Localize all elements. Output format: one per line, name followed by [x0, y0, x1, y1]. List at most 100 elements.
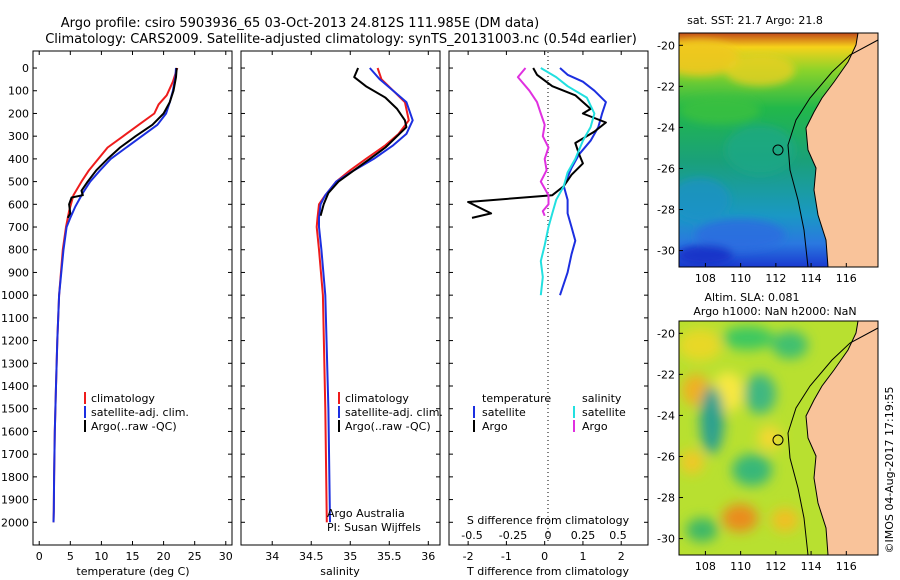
- argo-location-marker: [772, 144, 784, 156]
- temperature-series: [52, 67, 179, 523]
- temperature-panel: 0100200300400500600700800900100011001200…: [1, 50, 233, 578]
- difference-axes-frame: [448, 50, 649, 546]
- legend-label-satellite: satellite-adj. clim.: [91, 406, 189, 419]
- lon-tick-label: 110: [730, 560, 751, 573]
- sst-map: sat. SST: 21.7 Argo: 21.8 108 110 112 114 11…: [657, 14, 879, 285]
- y-tick-label: 1000: [1, 289, 29, 302]
- x-tick-label: 5: [67, 550, 74, 563]
- sst-map-title: sat. SST: 21.7 Argo: 21.8: [687, 14, 823, 27]
- series-line-salinity-satellite: [539, 67, 596, 296]
- s-tick: 0: [545, 529, 552, 542]
- isobath: [787, 39, 878, 267]
- lat-tick-label: -28: [657, 204, 675, 217]
- lat-tick-label: -22: [657, 80, 675, 93]
- land-mass: [806, 33, 878, 267]
- s-tick: 0.5: [609, 529, 627, 542]
- salinity-xlabel: salinity: [320, 565, 360, 578]
- x-tick-label: 35: [343, 550, 357, 563]
- lon-tick-label: 110: [730, 272, 751, 285]
- y-tick-label: 400: [8, 153, 29, 166]
- y-tick-label: 1900: [1, 494, 29, 507]
- s-difference-label: S difference from climatology: [467, 514, 630, 527]
- legend-label-climatology: climatology: [91, 392, 155, 405]
- annotation-pi: PI: Susan Wijffels: [327, 521, 421, 534]
- y-tick-label: 1800: [1, 471, 29, 484]
- x-tick-label: -1: [501, 550, 512, 563]
- land-mass: [806, 321, 878, 555]
- salinity-ticks: 34 34.5 35 35.5 36: [265, 51, 435, 563]
- legend-header-temperature: temperature: [482, 392, 551, 405]
- y-tick-label: 300: [8, 130, 29, 143]
- x-tick-label: 20: [157, 550, 171, 563]
- salinity-depth-ticks: [241, 67, 440, 523]
- sla-field: [679, 321, 878, 555]
- imos-credit: ©IMOS 04-Aug-2017 17:19:55: [883, 387, 896, 554]
- sla-lat-ticks: -20 -22 -24 -26 -28 -30: [657, 327, 683, 546]
- s-tick: -0.25: [499, 529, 527, 542]
- legend-header-salinity: salinity: [582, 392, 622, 405]
- sst-field: [679, 33, 878, 267]
- x-tick-label: -2: [463, 550, 474, 563]
- legend-label-climatology: climatology: [345, 392, 409, 405]
- legend-label-s-satellite: satellite: [582, 406, 626, 419]
- series-line-salinity-argo: [516, 67, 550, 217]
- y-tick-label: 1200: [1, 335, 29, 348]
- x-tick-label: 0: [36, 550, 43, 563]
- lat-tick-label: -26: [657, 450, 675, 463]
- header-line-2: Climatology: CARS2009. Satellite-adjuste…: [45, 32, 637, 47]
- lat-tick-label: -28: [657, 492, 675, 505]
- s-difference-ticks: -0.5 -0.25 0 0.25 0.5: [461, 529, 626, 542]
- temperature-ticks: 0 5 10 15 20 25 30: [36, 51, 233, 563]
- salinity-series: [315, 67, 414, 523]
- y-tick-label: 1600: [1, 425, 29, 438]
- x-tick-label: 25: [188, 550, 202, 563]
- lat-tick-label: -30: [657, 245, 675, 258]
- series-line-climatology: [315, 67, 410, 523]
- y-tick-label: 200: [8, 107, 29, 120]
- lon-tick-label: 112: [765, 560, 786, 573]
- sst-lat-ticks: -20 -22 -24 -26 -28 -30: [657, 39, 683, 258]
- y-tick-label: 1700: [1, 448, 29, 461]
- y-tick-label: 1500: [1, 403, 29, 416]
- x-tick-label: 0: [541, 550, 548, 563]
- x-tick-label: 1: [579, 550, 586, 563]
- temperature-xlabel: temperature (deg C): [76, 565, 189, 578]
- annotation-argo-australia: Argo Australia: [327, 507, 405, 520]
- coastline: [805, 33, 859, 267]
- header-line-1: Argo profile: csiro 5903936_65 03-Oct-20…: [61, 16, 539, 31]
- sla-map: Altim. SLA: 0.081 Argo h1000: NaN h2000:…: [657, 291, 879, 573]
- s-tick: 0.25: [571, 529, 596, 542]
- y-tick-label: 0: [22, 62, 29, 75]
- y-tick-label: 800: [8, 244, 29, 257]
- lat-tick-label: -24: [657, 409, 675, 422]
- lon-tick-label: 114: [801, 560, 822, 573]
- legend-label-satellite: satellite-adj. clim.: [345, 406, 443, 419]
- x-tick-label: 30: [219, 550, 233, 563]
- y-tick-label: 500: [8, 176, 29, 189]
- x-tick-label: 10: [94, 550, 108, 563]
- isobath: [787, 327, 878, 555]
- y-tick-label: 1100: [1, 312, 29, 325]
- sst-patches: [679, 40, 795, 265]
- legend-label-s-argo: Argo: [582, 420, 608, 433]
- series-line-climatology: [52, 67, 179, 523]
- series-line-argo-raw-qc-: [319, 67, 408, 216]
- y-tick-label: 100: [8, 85, 29, 98]
- sla-map-title: Altim. SLA: 0.081: [704, 291, 799, 304]
- lon-tick-label: 114: [801, 272, 822, 285]
- series-line-argo-raw-qc-: [66, 67, 178, 219]
- x-tick-label: 15: [126, 550, 140, 563]
- lat-tick-label: -30: [657, 533, 675, 546]
- argo-location-marker: [772, 434, 784, 446]
- sst-map-frame: [678, 32, 879, 268]
- salinity-legend: climatology satellite-adj. clim. Argo(..…: [338, 392, 443, 433]
- difference-legend: temperature salinity satellite Argo sate…: [473, 392, 626, 433]
- y-tick-label: 900: [8, 266, 29, 279]
- sla-lon-ticks: 108 110 112 114 116: [695, 551, 857, 573]
- legend-label-argo: Argo(..raw -QC): [345, 420, 431, 433]
- sla-map-frame: [678, 320, 879, 556]
- x-tick-label: 2: [618, 550, 625, 563]
- lat-tick-label: -22: [657, 368, 675, 381]
- salinity-axes-frame: [240, 50, 441, 546]
